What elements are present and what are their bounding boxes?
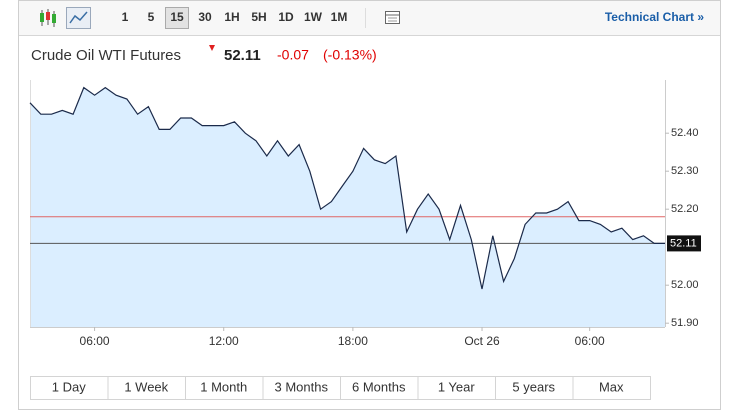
down-arrow xyxy=(209,45,215,51)
y-tick-label: 52.00 xyxy=(671,279,699,291)
range-label[interactable]: 6 Months xyxy=(352,379,406,394)
interval-button[interactable]: 1 xyxy=(122,10,129,24)
selected-interval xyxy=(165,7,189,29)
interval-button[interactable]: 5H xyxy=(251,10,266,24)
area xyxy=(30,87,665,327)
range-label[interactable]: 1 Week xyxy=(124,379,168,394)
y-tick-label: 52.20 xyxy=(671,203,699,215)
y-tick-label: 52.40 xyxy=(671,127,699,139)
x-tick-label: 06:00 xyxy=(80,334,110,348)
price: 52.11 xyxy=(224,47,261,64)
range-button[interactable] xyxy=(572,376,651,400)
x-tick-label: 12:00 xyxy=(209,334,239,348)
x-tick-label: Oct 26 xyxy=(464,334,500,348)
candle-icon[interactable] xyxy=(40,9,56,27)
range-label[interactable]: 1 Day xyxy=(52,379,86,394)
last-price-badge xyxy=(667,235,701,252)
interval-button[interactable]: 1W xyxy=(304,10,323,24)
interval-button[interactable]: 5 xyxy=(148,10,155,24)
interval-button[interactable]: 30 xyxy=(198,10,212,24)
interval-button[interactable]: 1D xyxy=(278,10,294,24)
line-icon[interactable] xyxy=(66,7,91,29)
table-icon[interactable] xyxy=(385,11,400,24)
range-label[interactable]: Max xyxy=(599,379,624,394)
x-tick-label: 06:00 xyxy=(575,334,605,348)
range-label[interactable]: 1 Month xyxy=(200,379,247,394)
y-tick-label: 52.30 xyxy=(671,165,699,177)
range-label[interactable]: 3 Months xyxy=(275,379,329,394)
y-tick-label: 51.90 xyxy=(671,317,699,329)
range-label[interactable]: 5 years xyxy=(512,379,555,394)
x-tick-label: 18:00 xyxy=(338,334,368,348)
price-line xyxy=(29,86,665,290)
chart-title: Crude Oil WTI Futures xyxy=(31,47,181,64)
range-label[interactable]: 1 Year xyxy=(438,379,476,394)
interval-button[interactable]: 1H xyxy=(224,10,239,24)
change: -0.07 xyxy=(277,47,309,63)
toolbar xyxy=(19,1,720,35)
interval-button[interactable]: 15 xyxy=(170,10,184,24)
interval-button[interactable]: 1M xyxy=(331,10,348,24)
change-percent: (-0.13%) xyxy=(323,47,377,63)
last-price-label: 52.11 xyxy=(670,237,697,249)
technical-chart-link[interactable]: Technical Chart » xyxy=(605,10,704,24)
